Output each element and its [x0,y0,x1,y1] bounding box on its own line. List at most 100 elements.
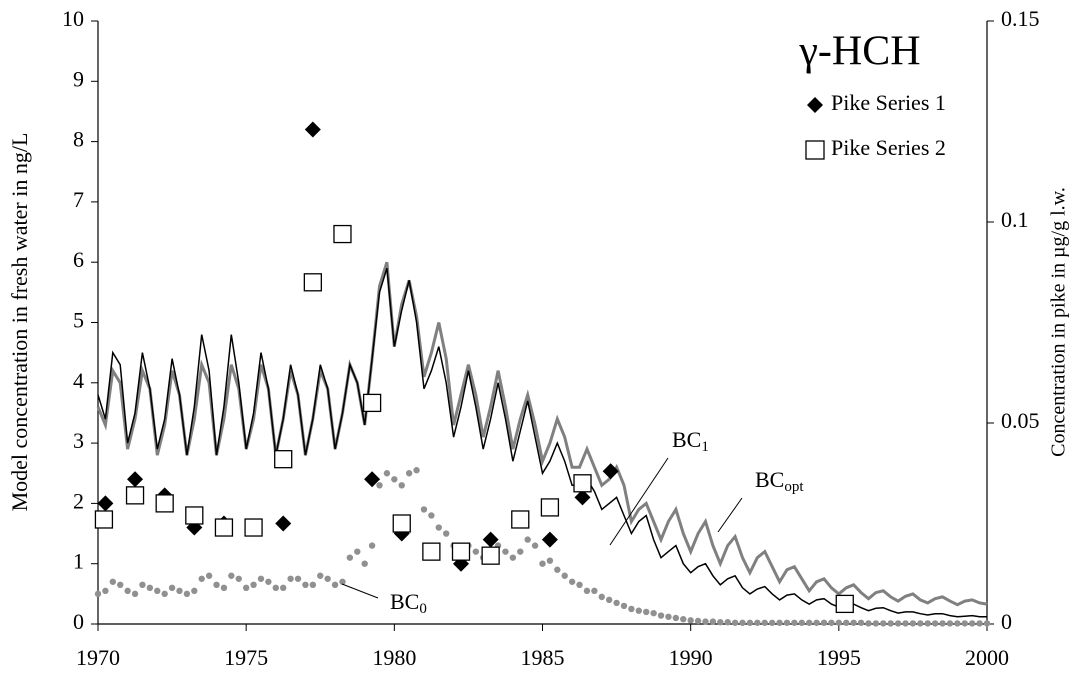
dot [761,619,768,626]
dot [502,548,509,555]
dot [620,602,628,610]
dot [428,512,435,519]
dot [717,618,724,626]
dot [235,575,242,582]
dot [865,620,872,627]
dot [413,467,420,474]
dot [561,572,568,579]
chart-title: γ-HCH [798,29,920,75]
y-axis-label: Model concentration in fresh water in ng… [7,133,32,512]
dot [331,581,339,589]
dot [791,619,798,626]
dot [628,605,635,613]
y-tick-label: 0 [73,609,84,634]
diamond-marker [541,531,558,548]
dot [280,584,287,592]
dot [435,524,442,531]
y-tick-label: 8 [73,127,84,152]
dot [383,470,391,477]
dot [739,619,746,626]
x-tick-label: 1980 [372,645,416,670]
dot [850,619,857,626]
dot [339,578,346,585]
y-tick-label: 7 [73,187,84,212]
dot [709,618,717,625]
dot [583,587,591,595]
dot [176,587,183,595]
y-tick-label: 3 [73,428,84,453]
series-label: BC1 [672,427,709,455]
dot [287,575,294,582]
dot [776,619,783,626]
dot [228,572,235,579]
dot [102,587,109,595]
square-marker [540,498,560,517]
dot [265,578,272,585]
diamond-marker [574,489,591,506]
legend-label: Pike Series 2 [831,135,946,160]
y-tick-label: 4 [73,368,84,393]
dot [398,482,405,489]
dot [909,620,917,627]
dot [880,620,887,627]
dot [731,619,739,626]
dot [887,620,894,627]
dot [605,596,613,604]
dot [376,482,383,489]
dot [472,548,480,555]
dot [168,584,176,592]
y2-tick-label: 0.1 [1001,207,1029,232]
square-marker [481,546,500,565]
dot [272,584,279,592]
legend-marker [807,97,823,113]
dot [798,619,805,626]
label-pointer [717,497,743,533]
y2-tick-label: 0.05 [1001,408,1040,433]
diamond-marker [364,471,381,488]
dot [154,587,161,595]
dot [317,572,324,579]
dot [746,619,754,626]
dot [405,470,413,477]
y-tick-label: 1 [73,549,84,574]
square-marker [333,224,352,244]
square-marker [214,518,234,537]
dot [391,476,398,483]
dot [954,620,961,627]
dot [198,575,205,582]
dot [680,615,687,623]
square-marker [573,474,592,493]
dot [539,560,546,567]
dot [554,566,561,573]
dot [591,587,598,595]
y-tick-label: 5 [73,308,84,333]
legend-marker [805,140,825,160]
x-tick-label: 1975 [224,645,268,670]
legend-label: Pike Series 1 [831,90,946,115]
y2-axis-label: Concentration in pike in µg/g l.w. [1048,187,1070,457]
dot [672,614,680,622]
dot [161,590,168,598]
dot [894,620,902,627]
square-marker [511,510,530,529]
dot [131,590,139,598]
square-marker [244,518,263,537]
dot [976,620,983,627]
dot [354,548,361,555]
y-tick-label: 9 [73,66,84,91]
y-tick-label: 6 [73,247,84,272]
dot [568,578,576,585]
dot [324,575,331,582]
dot [257,575,265,582]
x-tick-label: 1990 [669,645,713,670]
dot [94,590,102,598]
dot [835,619,843,626]
dot [643,608,650,616]
dot [294,575,302,582]
dot [146,584,154,592]
series-label-sub: 0 [419,601,427,617]
diamond-marker [275,515,292,532]
dot [576,581,583,589]
dot [917,620,924,627]
